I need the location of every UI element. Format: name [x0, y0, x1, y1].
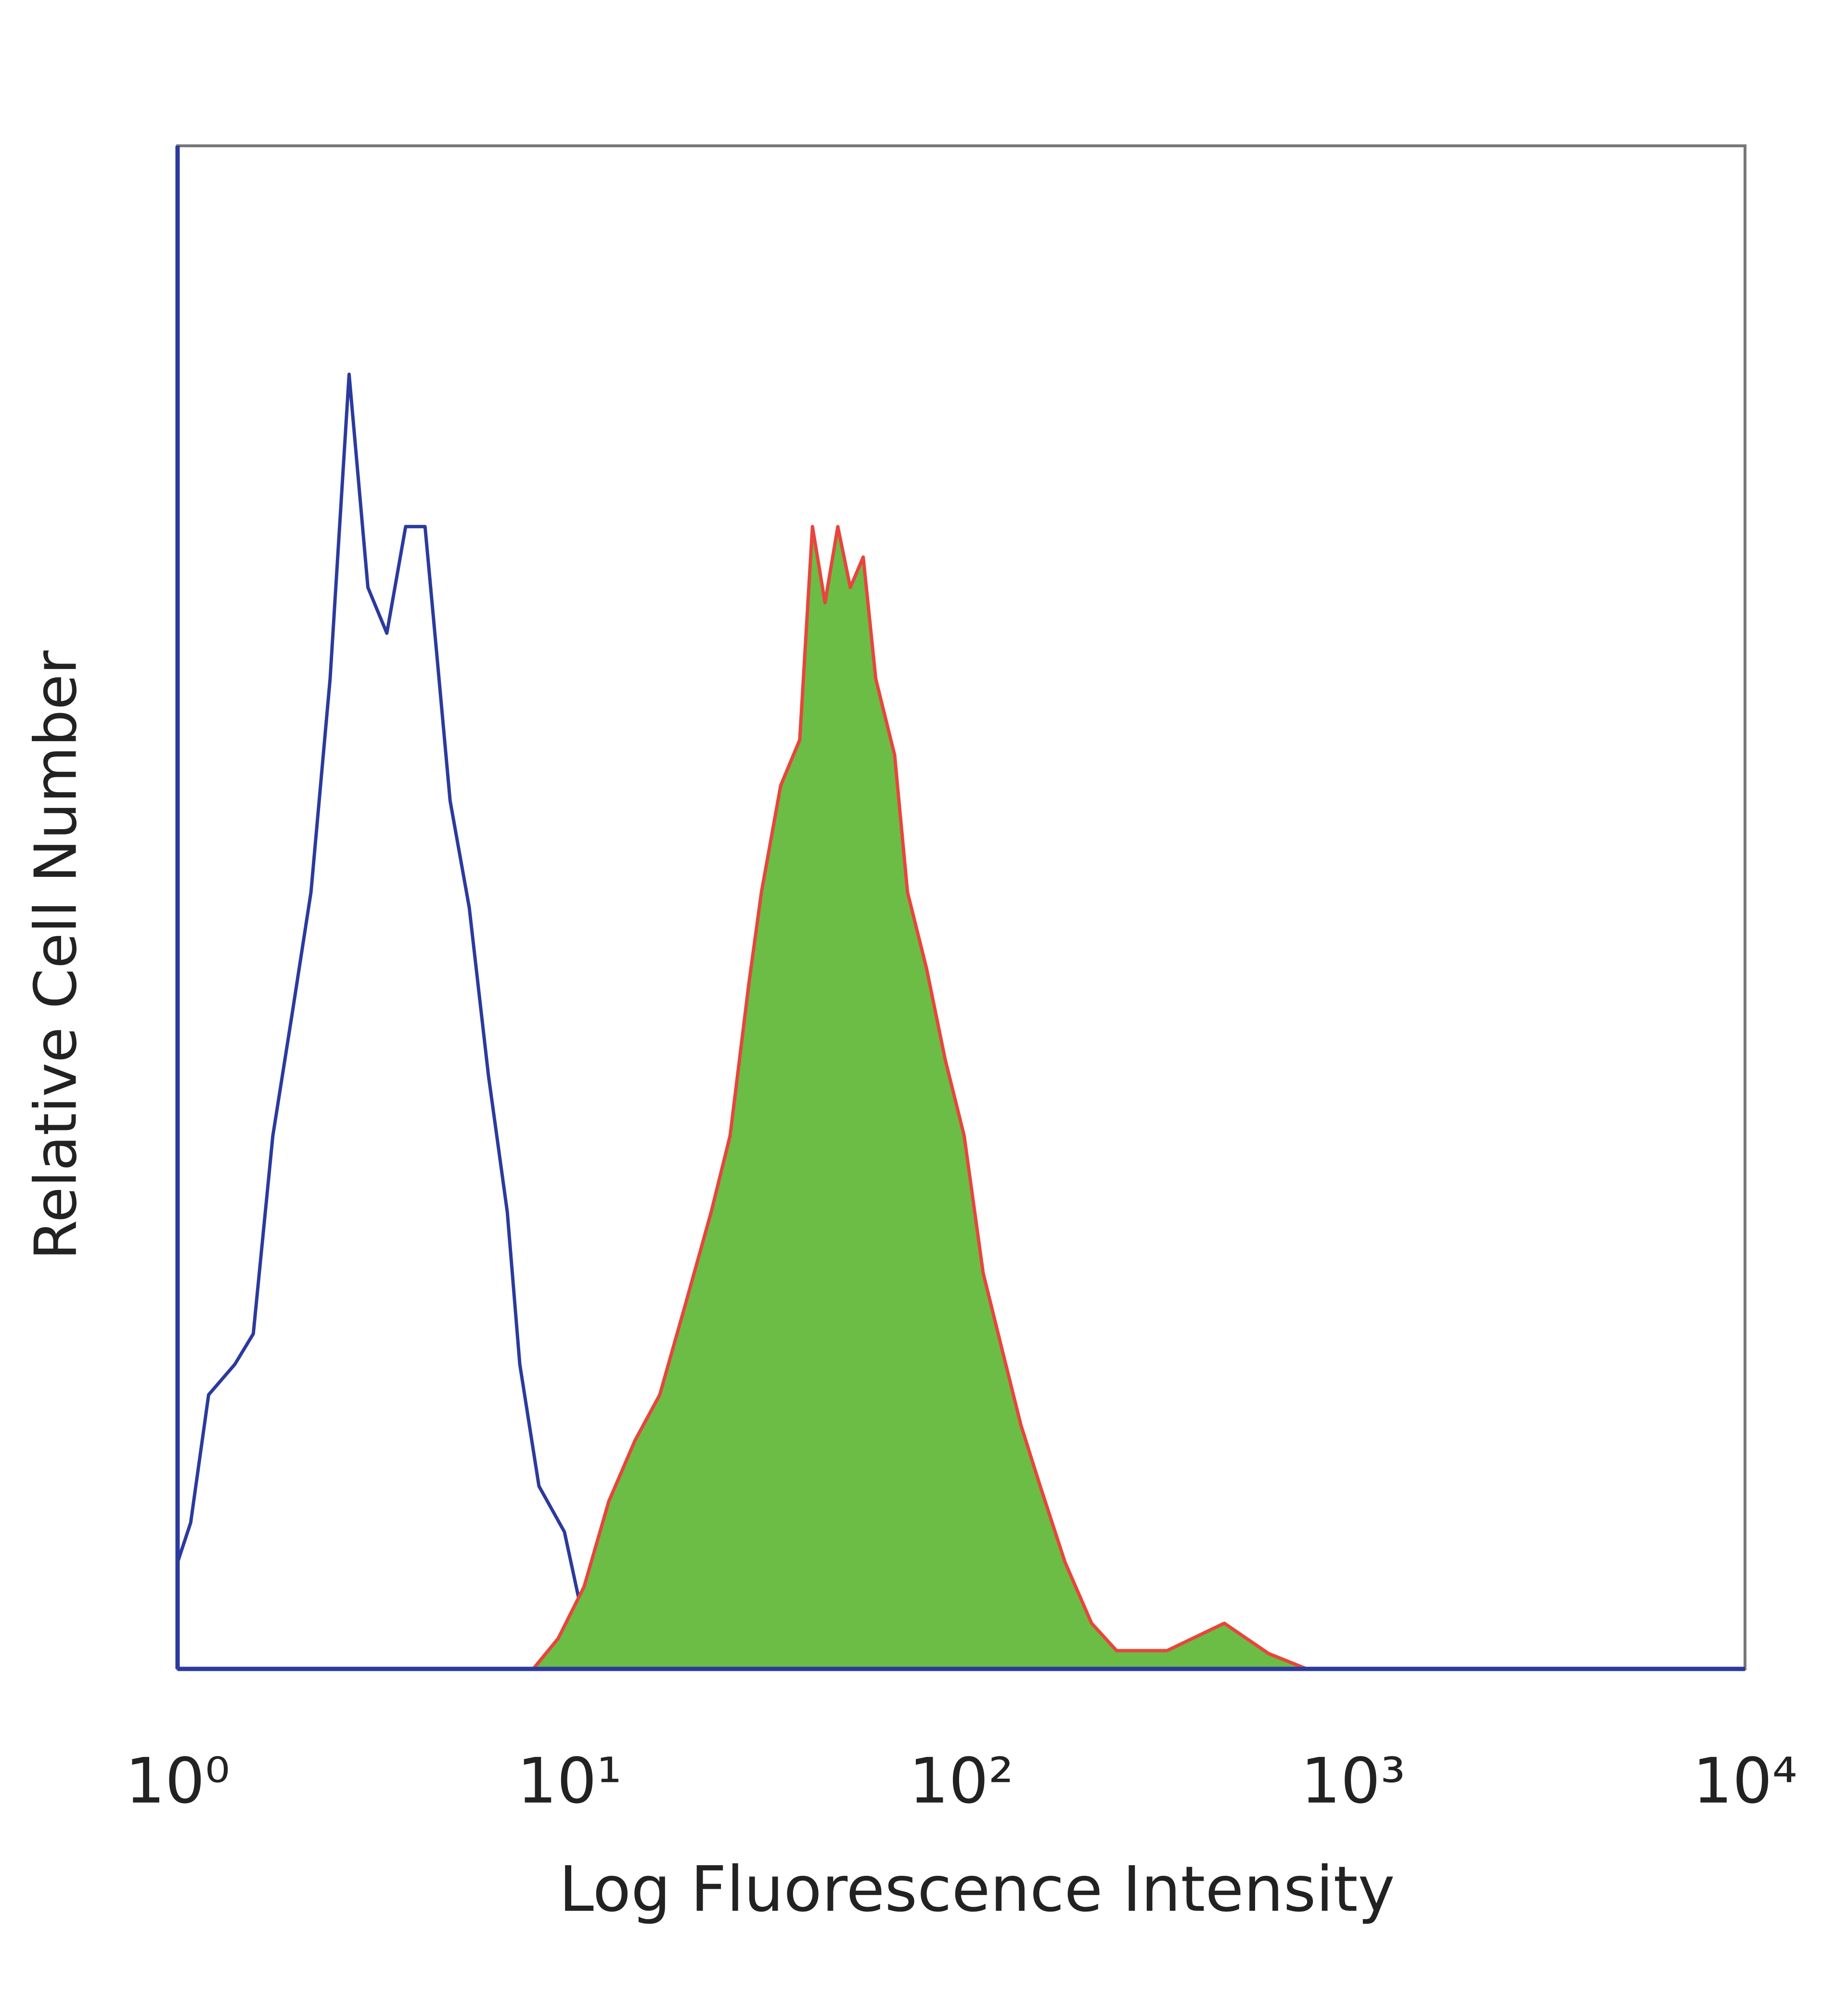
x-tick-label: 10³: [1301, 1744, 1406, 1818]
x-axis-label: Log Fluorescence Intensity: [559, 1853, 1395, 1926]
x-tick-label: 10⁰: [125, 1744, 230, 1818]
x-tick-label: 10¹: [517, 1744, 622, 1818]
histogram-line: [176, 372, 775, 1671]
x-tick-label: 10²: [909, 1744, 1014, 1818]
area-outline: [532, 525, 1308, 1671]
x-tick-label: 10⁴: [1693, 1744, 1797, 1818]
area-fill: [533, 526, 1307, 1669]
y-axis-label: Relative Cell Number: [23, 650, 90, 1260]
